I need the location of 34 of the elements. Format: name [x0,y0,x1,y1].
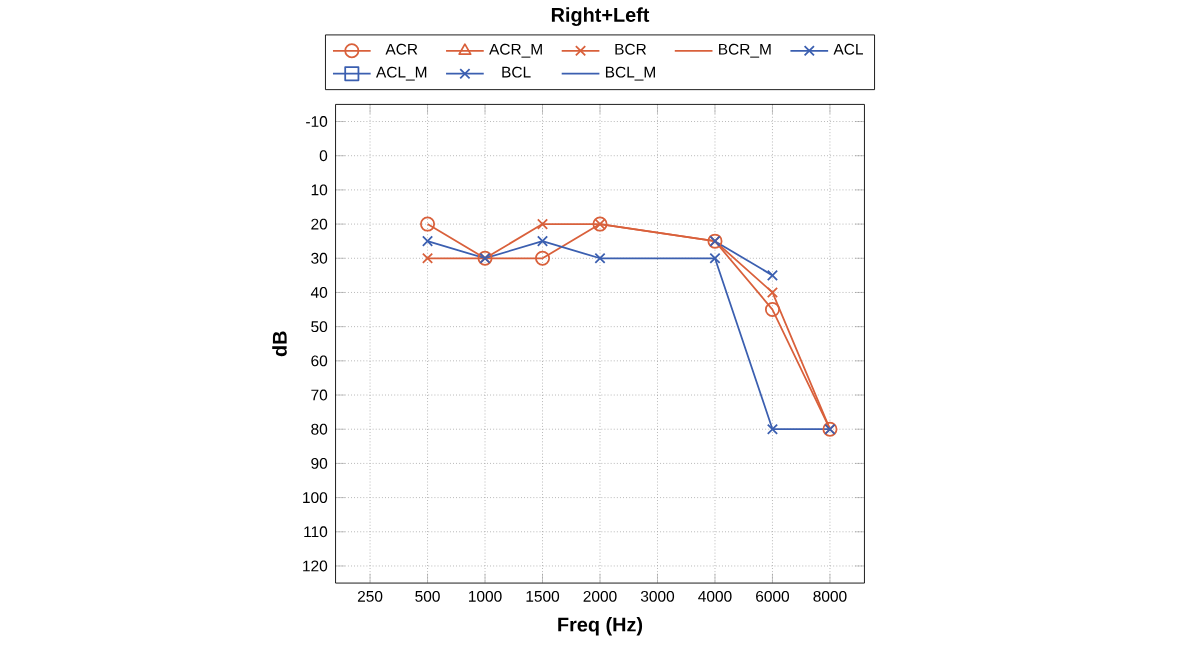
x-axis-title: Freq (Hz) [558,616,643,636]
x-tick-label: 8000 [813,590,847,602]
x-tick-label: 6000 [756,590,790,602]
y-tick-label: -10 [306,115,328,127]
legend-label: ACL [833,43,863,55]
legend-label: ACR_M [489,43,542,58]
legend-label: BCR_M [719,43,771,58]
x-tick-label: 250 [357,590,383,602]
legend-label: BCR [615,43,647,55]
y-tick-label: 30 [311,252,328,264]
y-axis-title: dB [272,331,287,357]
y-tick-label: 80 [311,423,328,435]
x-tick-label: 1000 [469,590,502,602]
y-tick-label: 40 [310,286,328,298]
y-tick-label: 120 [303,560,328,572]
legend-label: ACL_M [376,66,427,81]
x-tick-label: 1500 [526,590,560,602]
legend-label: ACR [385,43,418,55]
x-tick-label: 3000 [640,590,675,602]
y-tick-label: 90 [311,457,328,469]
y-tick-label: 60 [311,355,328,367]
x-tick-label: 500 [415,590,440,602]
y-tick-label: 110 [304,526,328,538]
y-tick-label: 70 [311,389,328,401]
y-tick-label: 50 [311,321,328,333]
chart-title: Right+Left [551,7,650,26]
legend-label: BCL [502,66,531,78]
y-tick-label: 0 [319,150,328,162]
y-tick-label: 20 [311,218,328,230]
x-tick-label: 2000 [583,590,617,602]
x-tick-label: 4000 [698,590,732,602]
y-tick-label: 10 [311,184,328,196]
y-tick-label: 100 [303,492,328,503]
legend-label: BCL_M [605,66,655,81]
